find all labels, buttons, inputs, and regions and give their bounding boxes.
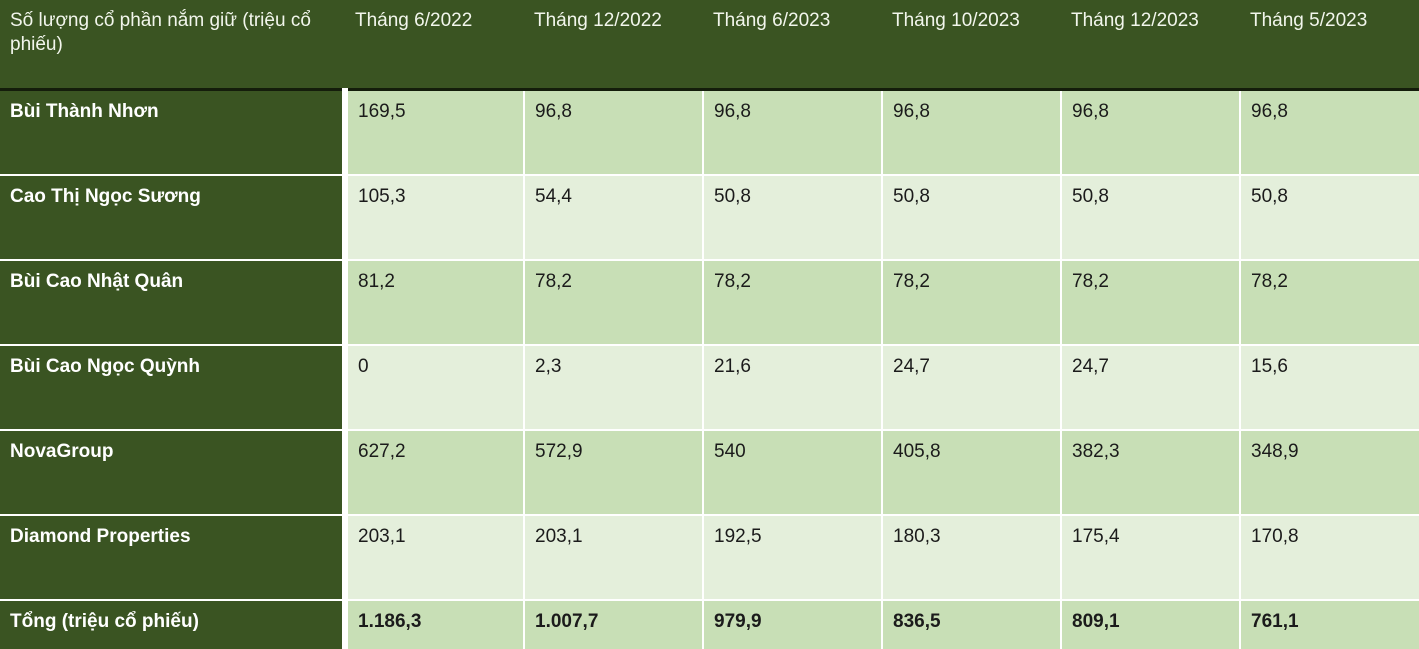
cell: 1.007,7: [523, 600, 703, 649]
header-col-4: Tháng 10/2023: [882, 0, 1061, 91]
cell: 1.186,3: [342, 600, 524, 649]
cell: 50,8: [1239, 175, 1419, 261]
cell: 96,8: [1239, 89, 1419, 176]
cell: 572,9: [523, 430, 703, 516]
cell: 405,8: [881, 430, 1061, 516]
cell: 0: [342, 345, 524, 431]
row-label: NovaGroup: [0, 430, 345, 516]
cell: 836,5: [881, 600, 1061, 649]
table-row: Bùi Cao Ngọc Quỳnh 0 2,3 21,6 24,7 24,7 15,6: [0, 345, 1419, 431]
table-row: Cao Thị Ngọc Sương 105,3 54,4 50,8 50,8 50,8 5…: [0, 175, 1419, 261]
cell: 169,5: [342, 89, 524, 176]
header-col-3: Tháng 6/2023: [703, 0, 882, 91]
cell: 203,1: [523, 515, 703, 601]
table-body: Bùi Thành Nhơn 169,5 96,8 96,8 96,8 96,8 96,8 C…: [0, 89, 1419, 649]
cell: 627,2: [342, 430, 524, 516]
cell: 180,3: [881, 515, 1061, 601]
table-row: Tổng (triệu cổ phiếu) 1.186,3 1.007,7 979,9…: [0, 600, 1419, 649]
cell: 348,9: [1239, 430, 1419, 516]
table-header: Số lượng cổ phần nắm giữ (triệu cổ phiếu…: [0, 0, 1419, 91]
header-col-1: Tháng 6/2022: [345, 0, 524, 91]
cell: 761,1: [1239, 600, 1419, 649]
cell: 96,8: [1060, 89, 1240, 176]
row-label: Bùi Thành Nhơn: [0, 89, 345, 176]
cell: 78,2: [1239, 260, 1419, 346]
cell: 2,3: [523, 345, 703, 431]
cell: 50,8: [1060, 175, 1240, 261]
cell: 50,8: [702, 175, 882, 261]
cell: 809,1: [1060, 600, 1240, 649]
cell: 96,8: [702, 89, 882, 176]
cell: 175,4: [1060, 515, 1240, 601]
row-label: Cao Thị Ngọc Sương: [0, 175, 345, 261]
row-label: Tổng (triệu cổ phiếu): [0, 600, 345, 649]
table-row: NovaGroup 627,2 572,9 540 405,8 382,3 348,9: [0, 430, 1419, 516]
cell: 203,1: [342, 515, 524, 601]
header-col-5: Tháng 12/2023: [1061, 0, 1240, 91]
cell: 105,3: [342, 175, 524, 261]
cell: 81,2: [342, 260, 524, 346]
cell: 24,7: [1060, 345, 1240, 431]
cell: 96,8: [881, 89, 1061, 176]
cell: 96,8: [523, 89, 703, 176]
cell: 979,9: [702, 600, 882, 649]
header-row: Số lượng cổ phần nắm giữ (triệu cổ phiếu…: [0, 0, 1419, 91]
cell: 21,6: [702, 345, 882, 431]
cell: 78,2: [702, 260, 882, 346]
table-row: Bùi Cao Nhật Quân 81,2 78,2 78,2 78,2 78,2 78,…: [0, 260, 1419, 346]
header-col-6: Tháng 5/2023: [1240, 0, 1419, 91]
row-label: Bùi Cao Nhật Quân: [0, 260, 345, 346]
cell: 15,6: [1239, 345, 1419, 431]
cell: 78,2: [1060, 260, 1240, 346]
header-corner-label: Số lượng cổ phần nắm giữ (triệu cổ phiếu…: [0, 0, 345, 91]
cell: 78,2: [881, 260, 1061, 346]
row-label: Diamond Properties: [0, 515, 345, 601]
cell: 540: [702, 430, 882, 516]
header-col-2: Tháng 12/2022: [524, 0, 703, 91]
table-row: Diamond Properties 203,1 203,1 192,5 180,3 17…: [0, 515, 1419, 601]
cell: 382,3: [1060, 430, 1240, 516]
cell: 78,2: [523, 260, 703, 346]
cell: 24,7: [881, 345, 1061, 431]
cell: 192,5: [702, 515, 882, 601]
row-label: Bùi Cao Ngọc Quỳnh: [0, 345, 345, 431]
table-row: Bùi Thành Nhơn 169,5 96,8 96,8 96,8 96,8 96,8: [0, 89, 1419, 176]
cell: 50,8: [881, 175, 1061, 261]
cell: 54,4: [523, 175, 703, 261]
cell: 170,8: [1239, 515, 1419, 601]
